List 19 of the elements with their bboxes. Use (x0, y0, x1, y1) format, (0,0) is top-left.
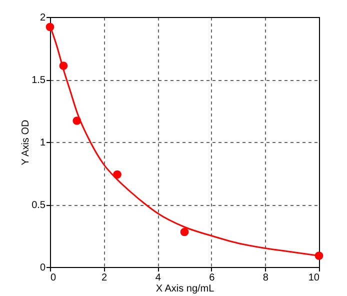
y-tick-label: 0 (40, 262, 46, 274)
x-tick-label: 6 (209, 272, 216, 284)
point (72, 116, 82, 125)
x-tick-label: 0 (50, 272, 56, 284)
y-tick-label: 0.5 (32, 200, 46, 211)
y-tick-label: 1.5 (32, 75, 46, 86)
point (113, 170, 122, 179)
x-tick-label: 8 (262, 272, 269, 284)
x-tick-label: 4 (155, 272, 162, 284)
point (59, 62, 68, 70)
y-tick-label: 1 (40, 138, 46, 148)
x-axis-title: X Axis ng/mL (156, 284, 215, 294)
point (180, 228, 189, 236)
x-tick-label: 10 (308, 272, 320, 284)
y-axis-title: Y Axis OD (20, 120, 32, 166)
point (46, 22, 54, 32)
x-tick-label: 2 (102, 272, 108, 284)
point (314, 252, 324, 260)
y-tick-label: 2 (40, 12, 46, 24)
